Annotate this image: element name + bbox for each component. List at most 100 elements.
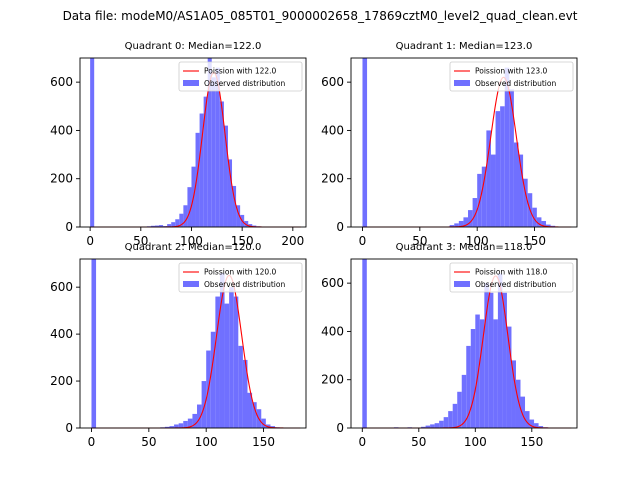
y-tick-label: 600: [50, 280, 73, 294]
histogram-bar: [448, 411, 453, 428]
histogram-bar: [513, 142, 519, 227]
y-tick-label: 600: [50, 75, 73, 89]
histogram-bar: [466, 345, 471, 428]
histogram-bar: [470, 329, 476, 428]
legend-label-poisson: Poission with 122.0: [204, 67, 277, 76]
legend-label-poisson: Poission with 123.0: [475, 67, 548, 76]
histogram-bar: [211, 77, 216, 227]
x-tick-label: 150: [252, 435, 275, 449]
histogram-bar: [504, 67, 510, 228]
axes-frame: [79, 258, 307, 429]
histogram-bar: [518, 154, 524, 227]
histogram-bar: [242, 359, 248, 428]
y-tick-label: 400: [50, 123, 73, 137]
x-tick-label: 200: [281, 234, 304, 248]
legend-label-observed: Observed distribution: [204, 79, 285, 88]
legend-label-observed: Observed distribution: [204, 280, 285, 289]
histogram-bar: [541, 220, 547, 227]
histogram-bar: [175, 219, 180, 227]
histogram-bar: [247, 392, 253, 428]
legend-box: [449, 61, 574, 92]
histogram-bar: [169, 426, 175, 428]
histogram-bar: [224, 303, 230, 428]
y-tick-label: 0: [65, 220, 73, 234]
axes-frame: [350, 57, 578, 228]
legend: Poission with 122.0 Observed distribution: [178, 61, 303, 92]
x-tick-label: 100: [466, 234, 489, 248]
histogram-bar: [227, 159, 233, 227]
y-tick-label: 0: [336, 220, 344, 234]
y-tick-label: 200: [50, 172, 73, 186]
histogram-bar: [546, 224, 551, 227]
histogram-bar: [479, 319, 485, 428]
histogram-bar: [150, 225, 155, 227]
y-tick-label: 600: [321, 276, 344, 290]
histogram-bar: [167, 224, 172, 227]
histogram-bar: [439, 420, 444, 428]
y-tick-label: 200: [321, 373, 344, 387]
histogram-bar: [458, 220, 464, 227]
histogram-bar: [238, 345, 243, 428]
legend-box: [178, 262, 303, 293]
x-tick-label: 100: [464, 435, 487, 449]
histogram-bar: [183, 205, 188, 227]
legend-patch-swatch: [183, 80, 199, 86]
y-tick-label: 400: [321, 324, 344, 338]
histogram-bar: [219, 273, 225, 428]
histogram-bar: [488, 292, 494, 428]
histogram-bar: [523, 178, 528, 227]
legend-patch-swatch: [454, 80, 470, 86]
histogram-bar: [229, 287, 234, 428]
histogram-bar: [187, 187, 192, 227]
histogram-bar: [215, 67, 220, 228]
legend-box: [449, 262, 574, 293]
histogram-bar: [210, 331, 216, 428]
y-tick-label: 400: [321, 123, 344, 137]
x-tick-label: 50: [141, 435, 156, 449]
histogram-bar: [454, 223, 459, 227]
histogram-bar: [252, 402, 257, 428]
x-tick-label: 0: [359, 234, 367, 248]
panel-quadrant-1: Quadrant 1: Median=123.0 0 50 100 150 0 200 40…: [321, 41, 578, 248]
histogram-bar: [154, 225, 160, 227]
histogram-bar: [443, 417, 449, 428]
histogram-bar: [536, 217, 542, 227]
axes-frame: [79, 57, 307, 228]
histogram-bar: [484, 283, 489, 428]
histogram-bar: [159, 225, 164, 227]
histogram-bar: [534, 423, 539, 428]
x-tick-label: 50: [133, 234, 148, 248]
legend-label-observed: Observed distribution: [475, 280, 556, 289]
x-tick-label: 150: [523, 234, 546, 248]
histogram-bar: [195, 132, 200, 227]
histogram-bar: [472, 198, 478, 227]
x-tick-label: 0: [86, 234, 94, 248]
histogram-bar: [174, 424, 179, 428]
histogram-bar: [178, 423, 184, 428]
histogram-bar: [529, 419, 535, 428]
y-tick-label: 600: [321, 75, 344, 89]
histogram-bar: [207, 58, 212, 227]
x-tick-label: 150: [520, 435, 543, 449]
histogram-bar: [223, 125, 228, 227]
panel-title-quadrant-3: Quadrant 3: Median=118.0: [396, 242, 533, 253]
x-tick-label: 0: [88, 435, 96, 449]
legend-label-poisson: Poission with 120.0: [204, 268, 277, 277]
y-tick-label: 200: [50, 374, 73, 388]
histogram-bar: [475, 314, 480, 428]
y-tick-label: 400: [50, 327, 73, 341]
histogram-bar: [493, 319, 498, 428]
legend: Poission with 118.0 Observed distribution: [449, 262, 574, 293]
histogram-bar: [468, 210, 473, 227]
histogram-bar: [430, 424, 435, 428]
histogram-bar: [362, 259, 367, 428]
panel-quadrant-0: Quadrant 0: Median=122.0 0 50 100 150 200 0 20…: [50, 41, 307, 248]
histogram-bar: [199, 113, 204, 227]
histogram-bar: [511, 360, 516, 428]
panel-title-quadrant-0: Quadrant 0: Median=122.0: [125, 41, 262, 52]
x-tick-label: 50: [411, 435, 426, 449]
histogram-bar: [203, 96, 208, 227]
legend-label-poisson: Poission with 118.0: [475, 268, 548, 277]
histogram-bar: [506, 326, 512, 428]
